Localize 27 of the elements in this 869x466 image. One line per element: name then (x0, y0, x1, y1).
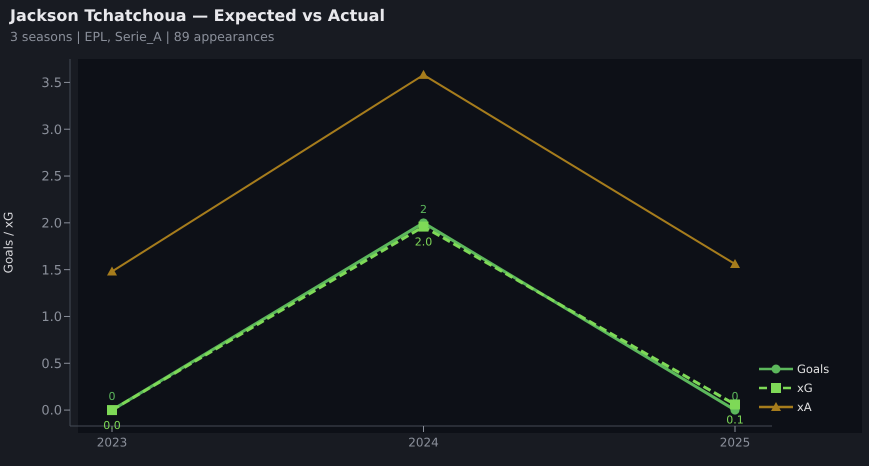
legend-label: xG (796, 380, 814, 396)
x-tick-label: 2025 (720, 436, 750, 450)
y-tick-label: 3.0 (41, 122, 62, 138)
y-tick-label: 0.0 (41, 404, 62, 419)
point (107, 266, 117, 276)
point (730, 259, 740, 268)
legend-label: xA (796, 398, 813, 416)
y-tick-label: 3.5 (41, 76, 62, 92)
y-tick-label: 1.5 (41, 263, 62, 278)
legend-label: Goals (796, 360, 830, 378)
data-label: 0 (108, 390, 116, 404)
y-tick-label: 2.0 (41, 216, 62, 232)
data-label: 0.0 (103, 419, 121, 432)
y-axis-title: Goals / xG (1, 212, 16, 274)
data-label: 0.1 (726, 413, 744, 426)
point (418, 222, 428, 232)
x-tick-label: 2024 (408, 436, 439, 450)
data-label: 2 (420, 202, 427, 216)
point (730, 399, 740, 410)
chart-subtitle: 3 seasons | EPL, Serie_A | 89 appearances (10, 29, 274, 44)
data-label: 2.0 (414, 236, 432, 249)
x-tick-label: 2023 (96, 436, 128, 450)
chart-title: Jackson Tchatchoua — Expected vs Actual (10, 6, 385, 25)
y-tick-label: 0.5 (41, 356, 62, 372)
y-tick-label: 2.5 (41, 170, 62, 185)
point (418, 70, 428, 79)
y-tick-label: 1.0 (41, 310, 62, 326)
